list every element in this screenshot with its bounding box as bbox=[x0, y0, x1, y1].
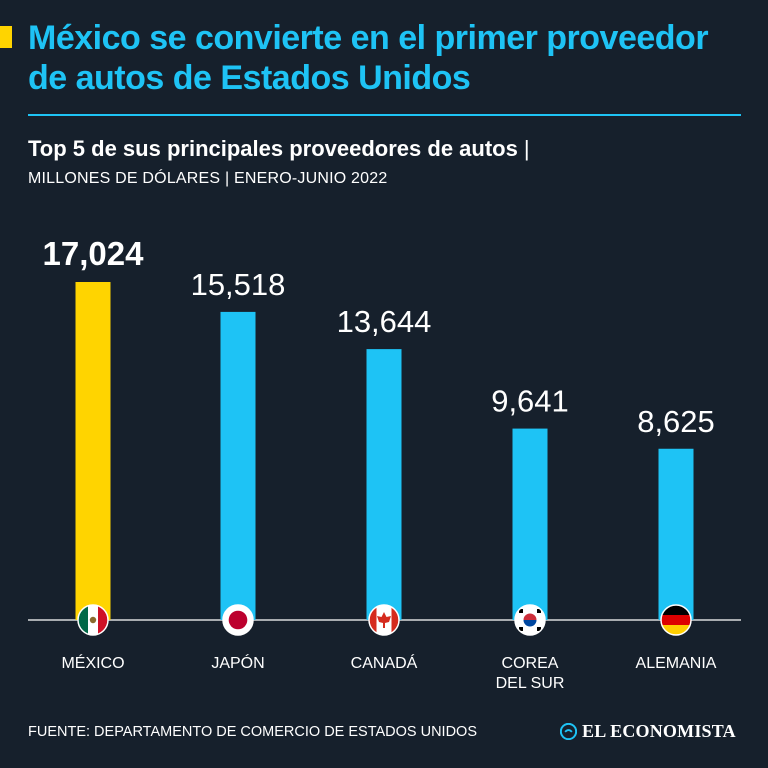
value-label-canad-: 13,644 bbox=[337, 304, 432, 339]
category-label-jap-n: JAPÓN bbox=[211, 653, 264, 672]
page-title: México se convierte en el primer proveed… bbox=[28, 19, 709, 97]
chart-units: MILLONES DE DÓLARES | ENERO-JUNIO 2022 bbox=[28, 170, 388, 187]
category-label-alemania: ALEMANIA bbox=[636, 655, 717, 672]
category-label-corea-del-sur: COREA DEL SUR bbox=[496, 655, 565, 692]
bar-corea-del-sur bbox=[512, 428, 548, 620]
germany-flag-icon bbox=[661, 605, 691, 635]
south-korea-flag-icon bbox=[515, 605, 545, 635]
value-label-alemania: 8,625 bbox=[637, 404, 715, 439]
value-label-m-xico: 17,024 bbox=[43, 235, 145, 272]
category-label-canad-: CANADÁ bbox=[351, 653, 418, 672]
title-divider bbox=[28, 114, 741, 116]
mexico-flag-icon bbox=[78, 605, 108, 635]
el-economista-logo-icon bbox=[560, 723, 577, 740]
chart-subtitle-text: Top 5 de sus principales proveedores de … bbox=[28, 136, 518, 161]
value-label-jap-n: 15,518 bbox=[191, 267, 286, 302]
chart-subtitle: Top 5 de sus principales proveedores de … bbox=[28, 136, 530, 162]
category-label-m-xico: MÉXICO bbox=[61, 653, 124, 672]
bar-m-xico bbox=[75, 282, 111, 620]
canada-flag-icon bbox=[369, 605, 399, 635]
brand-logo: EL ECONOMISTA bbox=[560, 721, 736, 742]
subtitle-separator: | bbox=[523, 136, 530, 161]
title-accent-bar bbox=[0, 26, 12, 48]
bar-alemania bbox=[658, 448, 694, 620]
value-label-corea-del-sur: 9,641 bbox=[491, 384, 569, 419]
japan-flag-icon bbox=[223, 605, 253, 635]
bar-jap-n bbox=[220, 311, 256, 620]
brand-name: EL ECONOMISTA bbox=[582, 721, 736, 741]
source-note: FUENTE: DEPARTAMENTO DE COMERCIO DE ESTA… bbox=[28, 724, 478, 740]
bar-canad- bbox=[366, 349, 402, 620]
